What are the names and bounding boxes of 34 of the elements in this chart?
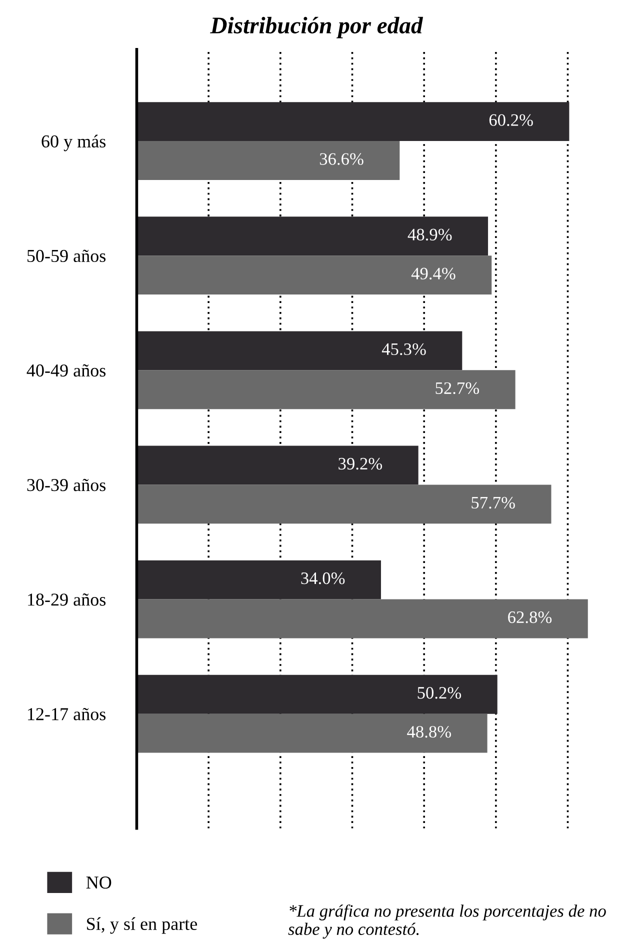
bar (136, 674, 498, 714)
text: *La gráfica no presenta los porcentajes de no sabe y no contestó. (288, 904, 606, 939)
y-tick-label: 30-39 años (27, 478, 106, 492)
chart-title: Distribución por edad (210, 16, 424, 38)
data-label: 39.2% (338, 458, 382, 470)
bar (136, 331, 462, 370)
data-label: 34.0% (301, 572, 345, 584)
bar (136, 141, 400, 180)
data-label: 48.8% (407, 726, 452, 738)
data-label: 48.9% (408, 228, 452, 241)
data-label: 50.2% (418, 686, 462, 699)
y-tick-label: 60 y más (42, 134, 106, 152)
bar (136, 560, 381, 600)
bar (136, 370, 516, 410)
data-label: 57.7% (472, 496, 515, 509)
legend-label: Sí, y sí en parte (87, 917, 198, 934)
legend-label: NO (86, 876, 112, 889)
y-tick-label: 40-49 años (26, 364, 106, 377)
data-label: 52.7% (436, 382, 480, 394)
y-tick-label: 50-59 años (27, 250, 106, 262)
bar (136, 256, 492, 295)
y-tick-label: 18-29 años (28, 593, 106, 606)
data-label: 49.4% (411, 268, 456, 280)
bar (136, 446, 418, 485)
bar (136, 484, 552, 524)
data-label: 60.2% (489, 114, 533, 126)
data-label: 36.6% (320, 153, 364, 165)
bar (136, 714, 488, 753)
bar (136, 216, 488, 256)
data-label: 62.8% (508, 611, 552, 624)
data-label: 45.3% (382, 343, 426, 356)
y-tick-label: 12-17 años (28, 708, 106, 720)
bar (136, 102, 570, 142)
bar (136, 599, 588, 638)
